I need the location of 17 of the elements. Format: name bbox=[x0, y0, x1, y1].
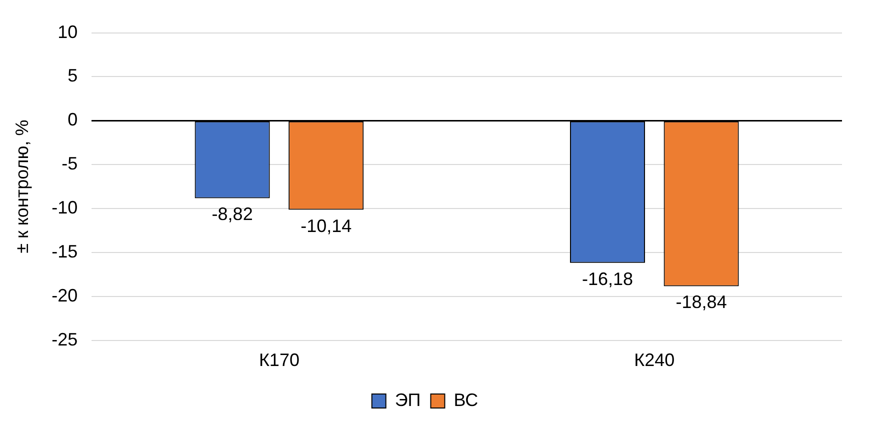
data-label: -10,14 bbox=[300, 216, 352, 236]
y-tick-label: -15 bbox=[52, 241, 78, 262]
y-axis-title: ± к контролю, % bbox=[12, 120, 32, 254]
legend-label: ВС bbox=[454, 390, 478, 410]
data-label: -16,18 bbox=[582, 268, 634, 289]
y-tick-label: 10 bbox=[58, 22, 78, 42]
y-tick-label: -10 bbox=[52, 198, 78, 218]
legend-label: ЭП bbox=[394, 390, 421, 410]
y-tick-label: -25 bbox=[52, 329, 78, 350]
data-label: -18,84 bbox=[676, 292, 727, 312]
y-tick-label: -20 bbox=[52, 285, 78, 306]
y-tick-label: 5 bbox=[68, 66, 78, 86]
x-tick-label: К240 bbox=[634, 350, 675, 370]
y-tick-label: 0 bbox=[68, 110, 78, 130]
data-label: -8,82 bbox=[212, 204, 253, 224]
y-tick-label: -5 bbox=[62, 154, 78, 174]
x-tick-label: К170 bbox=[258, 350, 300, 370]
